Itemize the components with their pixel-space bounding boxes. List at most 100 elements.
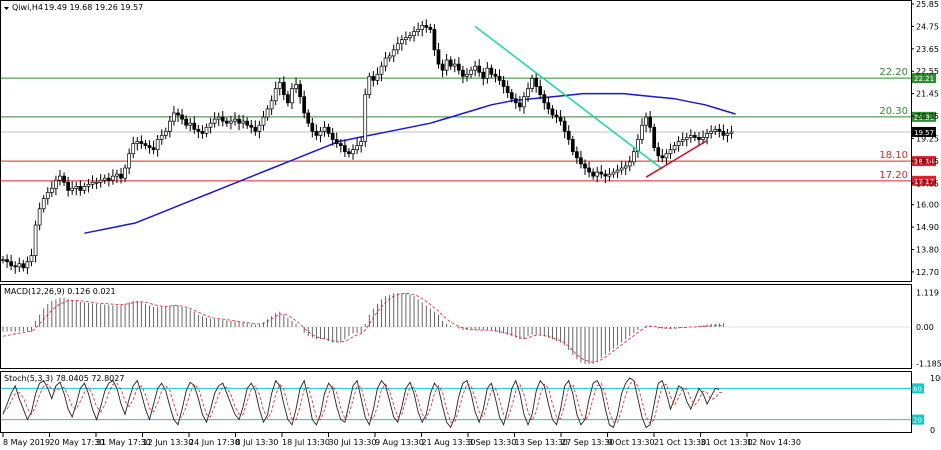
candle-body [566, 130, 571, 140]
candle-body [558, 116, 563, 122]
price-tick-label: 23.65 [916, 45, 939, 54]
candle-body [298, 84, 302, 98]
candle-body [562, 120, 567, 132]
candle-body [66, 181, 70, 191]
candle-body [13, 265, 18, 268]
stoch-level-tag-text-1: 20 [913, 417, 922, 425]
candle-body [111, 175, 115, 181]
candle-body [509, 92, 514, 100]
candle-body [310, 122, 315, 132]
candle-body [82, 185, 87, 191]
candle-body [526, 88, 530, 98]
candle-body [286, 94, 290, 104]
candle-body [538, 86, 543, 96]
candle-body [497, 75, 502, 81]
price-panel-frame [0, 0, 912, 282]
candle-body [534, 78, 539, 87]
candle-body [607, 173, 612, 177]
candle-body [518, 102, 522, 108]
time-tick-label: 31 Oct 13:30 [701, 438, 753, 447]
candle-body [400, 39, 404, 45]
candle-body [241, 120, 245, 124]
candle-body [465, 73, 469, 77]
level-tag-0 [912, 73, 936, 84]
candle-body [640, 124, 644, 140]
candle-body [33, 224, 38, 256]
candle-body [513, 98, 518, 104]
time-tick-label: 31 May 17:30 [96, 438, 151, 447]
candle-body [664, 153, 669, 159]
time-tick-label: 18 Jul 13:30 [282, 438, 330, 447]
candle-body [444, 59, 449, 71]
candle-body [501, 80, 506, 87]
candle-body [25, 261, 30, 269]
candle-body [583, 163, 587, 169]
candle-body [159, 135, 164, 140]
candle-body [636, 139, 640, 153]
macd-tick-label: 1.119 [916, 289, 939, 298]
candle-body [326, 126, 331, 134]
candle-body [676, 141, 681, 146]
candle-body [725, 133, 730, 136]
candle-body [436, 49, 441, 65]
candle-body [106, 177, 111, 181]
trendline-0[interactable] [474, 25, 663, 170]
candle-body [367, 75, 372, 96]
candle-body [554, 114, 559, 118]
level-label-1: 20.30 [879, 106, 908, 117]
horizontal-levels: 22.20 22.21 20.30 20.31 18.10 18.14 17.20 17.17… [1, 67, 936, 186]
level-tag-3 [912, 175, 936, 186]
candle-body [668, 149, 673, 155]
candle-body [721, 130, 726, 136]
candle-body [363, 94, 368, 142]
candle-body [379, 65, 384, 75]
level-tag-text-2: 18.14 [914, 158, 935, 166]
candle-body [587, 167, 591, 173]
candle-body [294, 84, 298, 89]
candle-body [713, 128, 718, 132]
candle-body [143, 143, 148, 146]
candle-body [184, 118, 188, 126]
candle-body [644, 116, 648, 126]
trendline-1[interactable] [645, 139, 708, 178]
candle-body [469, 69, 473, 75]
level-label-3: 17.20 [879, 170, 908, 181]
candle-body [78, 185, 83, 191]
candle-body [220, 116, 225, 122]
candle-body [1, 259, 5, 262]
candle-body [86, 183, 91, 187]
symbol-dropdown-icon[interactable] [4, 7, 9, 10]
price-tick-label: 12.70 [916, 268, 939, 277]
time-tick-label: 27 Sep 13:30 [561, 438, 614, 447]
candle-body [684, 137, 689, 140]
candle-body [387, 55, 392, 59]
level-tag-text-0: 22.21 [914, 75, 934, 83]
stoch-level-tag-1 [912, 414, 924, 425]
candle-body [542, 94, 547, 104]
candle-body [473, 65, 477, 71]
level-label-0: 22.20 [879, 67, 908, 78]
candle-body [481, 71, 486, 79]
candle-body [229, 120, 233, 124]
candle-body [265, 108, 270, 118]
candle-body [440, 63, 445, 71]
candle-body [233, 118, 237, 122]
candle-body [216, 116, 221, 120]
symbol-title: Qiwi,H4 [12, 3, 43, 12]
ohlc-values: 19.49 19.68 19.26 19.57 [44, 3, 143, 12]
candle-body [489, 67, 494, 75]
candles-layer [1, 19, 734, 274]
candle-body [180, 114, 184, 120]
macd-tick-label: 0.00 [916, 323, 934, 332]
candle-body [188, 122, 193, 126]
moving-average-layer [84, 92, 736, 234]
candle-body [314, 130, 319, 136]
candle-body [448, 59, 453, 67]
level-label-2: 18.10 [879, 150, 908, 161]
price-axis: 25.85 24.75 23.65 22.55 21.45 20.35 19.25 18.15… [911, 0, 939, 277]
stoch-tick-label: 0 [930, 426, 935, 435]
candle-body [29, 255, 34, 263]
candle-body [127, 153, 132, 169]
stoch-level-tag-0 [912, 383, 924, 394]
